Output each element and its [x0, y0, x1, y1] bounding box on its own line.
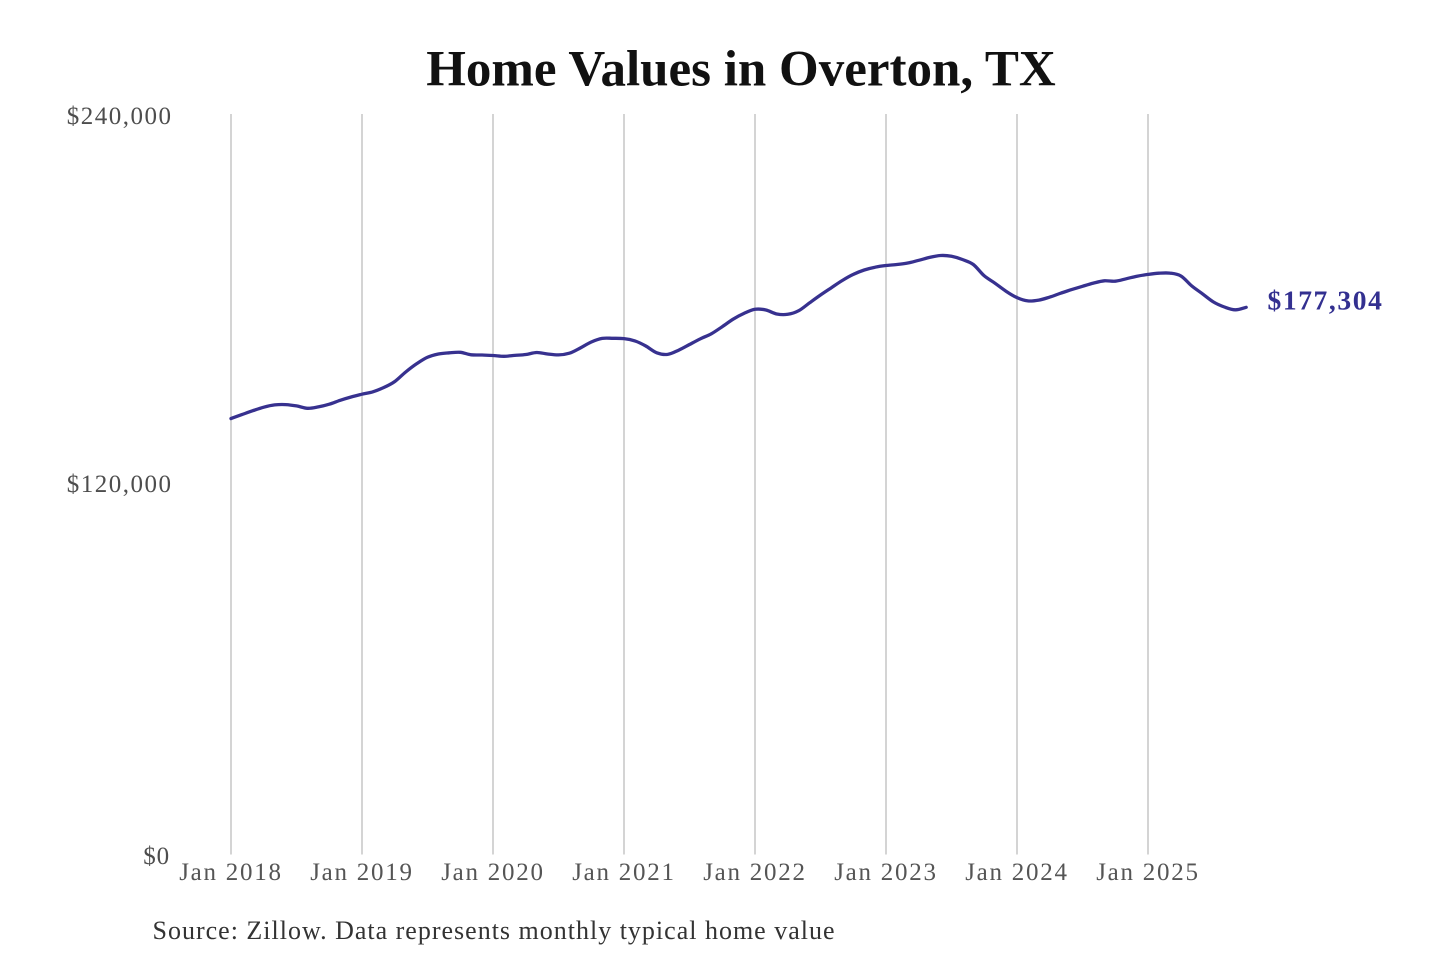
svg-text:Jan 2021: Jan 2021 — [572, 859, 676, 886]
svg-text:$120,000: $120,000 — [67, 471, 173, 498]
svg-text:Jan 2024: Jan 2024 — [965, 859, 1069, 886]
svg-text:Source: Zillow. Data represent: Source: Zillow. Data represents monthly … — [153, 916, 836, 945]
svg-text:Home Values in Overton, TX: Home Values in Overton, TX — [426, 42, 1056, 98]
svg-text:Jan 2019: Jan 2019 — [310, 859, 414, 886]
svg-text:$240,000: $240,000 — [67, 103, 173, 130]
svg-text:Jan 2025: Jan 2025 — [1096, 859, 1200, 886]
svg-text:Jan 2023: Jan 2023 — [834, 859, 938, 886]
svg-text:$177,304: $177,304 — [1268, 284, 1384, 315]
svg-text:Jan 2018: Jan 2018 — [179, 859, 283, 886]
svg-text:Jan 2022: Jan 2022 — [703, 859, 807, 886]
svg-text:$0: $0 — [143, 843, 170, 870]
svg-text:Jan 2020: Jan 2020 — [441, 859, 545, 886]
